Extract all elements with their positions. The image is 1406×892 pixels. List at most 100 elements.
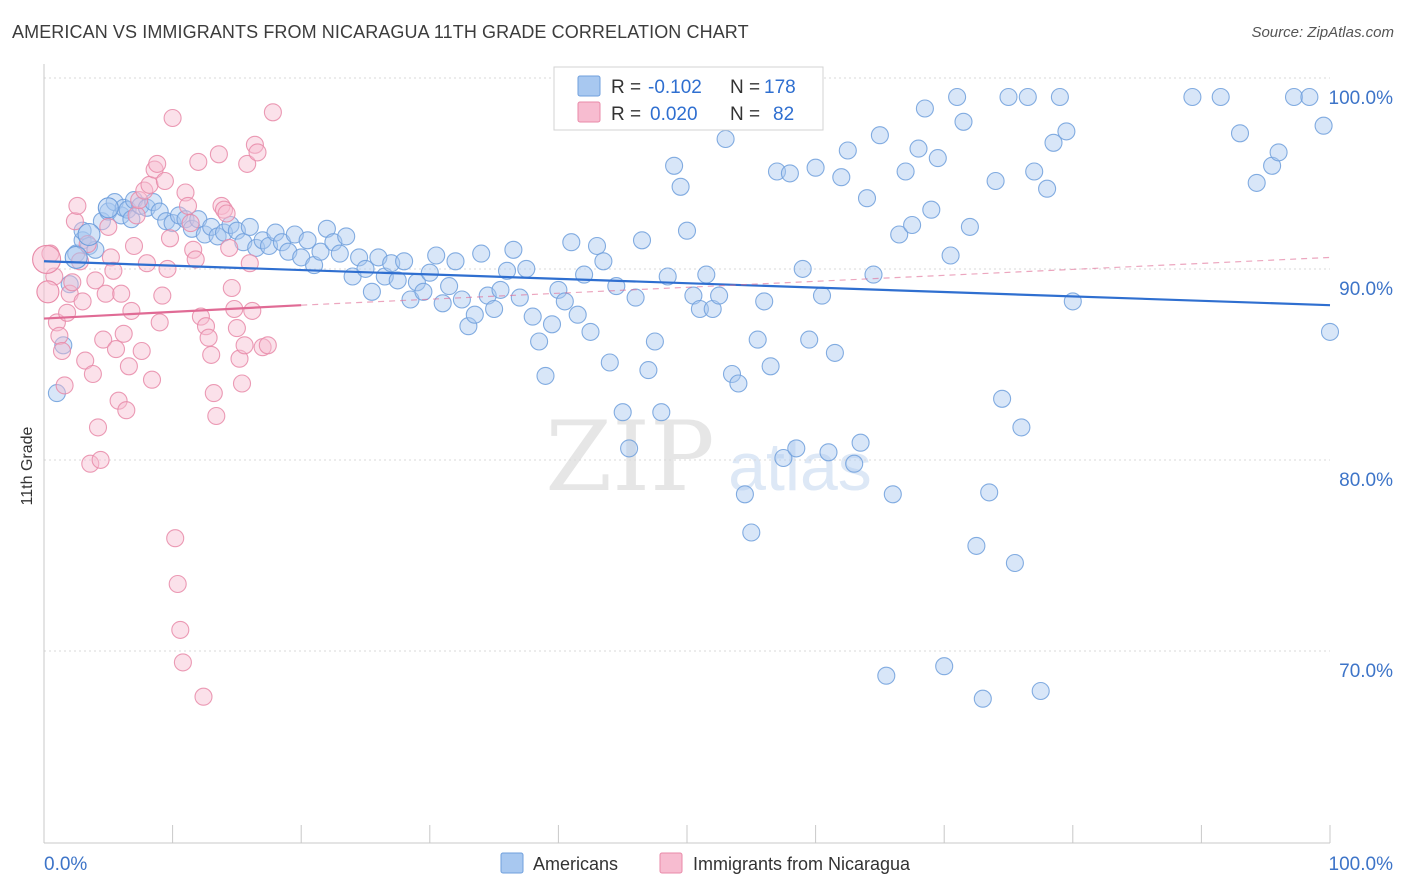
point-americans-167	[1269, 143, 1288, 162]
point-americans-117	[780, 164, 799, 183]
point-americans-82	[555, 292, 574, 311]
tick-labels: 100.0% 90.0% 80.0% 70.0% 0.0% 100.0%	[44, 88, 1393, 875]
legend-series: Americans Immigrants from Nicaragua	[500, 852, 911, 874]
point-americans-155	[1025, 162, 1044, 181]
legend-r-label-americans: R =	[611, 77, 641, 98]
point-americans-139	[922, 200, 941, 219]
point-americans-149	[986, 171, 1005, 191]
point-americans-56	[388, 271, 407, 290]
point-nicaragua-70	[222, 278, 241, 298]
point-americans-114	[761, 357, 780, 376]
point-cluster-americans-0	[64, 245, 88, 269]
legend-bottom-swatch-nicaragua	[659, 852, 683, 874]
point-nicaragua-83	[263, 103, 282, 122]
point-americans-37	[266, 223, 285, 242]
point-americans-52	[362, 282, 381, 301]
point-nicaragua-5	[55, 376, 74, 395]
point-nicaragua-62	[202, 345, 221, 364]
legend-n-value-americans: 178	[764, 77, 796, 98]
point-americans-80	[542, 315, 562, 334]
point-americans-47	[330, 244, 349, 263]
point-americans-138	[915, 99, 934, 118]
point-americans-19	[150, 202, 169, 221]
legend-n-value-nicaragua: 82	[773, 104, 794, 125]
point-americans-119	[793, 259, 812, 278]
point-americans-122	[812, 286, 832, 305]
point-nicaragua-29	[117, 401, 136, 420]
legend-r-label-nicaragua: R =	[611, 104, 641, 125]
point-americans-141	[935, 657, 954, 676]
point-americans-150	[993, 389, 1012, 408]
point-americans-94	[632, 231, 652, 250]
point-americans-137	[909, 139, 928, 158]
x-tick-label-1: 100.0%	[1329, 854, 1394, 875]
point-nicaragua-17	[86, 271, 105, 290]
point-americans-48	[337, 227, 356, 246]
point-americans-84	[568, 305, 587, 324]
point-nicaragua-24	[104, 261, 123, 280]
point-americans-146	[967, 536, 986, 555]
point-americans-144	[954, 112, 973, 131]
point-americans-109	[729, 374, 748, 393]
point-nicaragua-68	[217, 204, 236, 223]
point-americans-159	[1050, 87, 1069, 107]
point-americans-169	[1300, 87, 1319, 107]
point-americans-66	[452, 290, 471, 309]
point-americans-120	[800, 330, 819, 349]
point-americans-0	[47, 384, 66, 403]
point-nicaragua-78	[243, 301, 262, 320]
point-nicaragua-42	[150, 313, 169, 332]
point-americans-57	[395, 252, 414, 271]
point-americans-75	[510, 288, 529, 307]
point-nicaragua-47	[163, 108, 182, 128]
legend-r-value-nicaragua: 0.020	[650, 104, 698, 125]
point-americans-153	[1012, 418, 1031, 437]
point-americans-160	[1057, 122, 1076, 141]
point-americans-86	[581, 322, 600, 341]
legend-n-label-nicaragua: N =	[730, 104, 760, 125]
point-americans-91	[613, 403, 632, 422]
point-nicaragua-39	[142, 370, 162, 389]
y-axis-label: 11th Grade	[19, 426, 36, 505]
point-americans-168	[1284, 87, 1304, 107]
point-americans-73	[497, 261, 517, 280]
point-nicaragua-34	[130, 191, 149, 210]
legend-stats: R = -0.102 N = 178 R = 0.020 N = 82	[553, 66, 824, 131]
point-nicaragua-82	[258, 336, 277, 355]
trend-line-americans	[43, 260, 1331, 307]
point-nicaragua-36	[135, 181, 154, 200]
point-americans-98	[658, 267, 677, 286]
point-americans-68	[465, 305, 484, 324]
point-americans-77	[523, 307, 542, 326]
point-nicaragua-8	[63, 273, 82, 292]
point-americans-61	[420, 263, 439, 282]
data-points	[32, 87, 1340, 708]
point-nicaragua-23	[101, 248, 120, 267]
trend-line-nicaragua	[43, 304, 302, 320]
point-americans-63	[433, 294, 452, 313]
point-cluster-americans-1	[77, 222, 101, 247]
point-nicaragua-75	[235, 336, 254, 355]
legend-bottom-swatch-americans	[500, 852, 524, 874]
point-americans-62	[427, 246, 446, 265]
point-americans-81	[549, 280, 568, 299]
point-nicaragua-33	[127, 206, 146, 225]
point-americans-165	[1247, 173, 1266, 192]
point-americans-112	[748, 330, 767, 349]
point-americans-151	[999, 87, 1018, 107]
point-americans-158	[1044, 133, 1063, 152]
legend-r-value-americans: -0.102	[648, 77, 702, 98]
point-nicaragua-76	[238, 154, 257, 173]
point-americans-108	[722, 364, 742, 384]
point-americans-131	[870, 126, 889, 145]
point-americans-95	[639, 361, 658, 380]
point-americans-64	[440, 277, 459, 296]
point-americans-129	[857, 189, 877, 208]
point-nicaragua-73	[230, 349, 249, 368]
point-americans-133	[883, 485, 902, 504]
point-nicaragua-61	[199, 328, 218, 347]
point-americans-123	[819, 443, 838, 462]
point-americans-124	[825, 343, 844, 362]
point-americans-116	[774, 448, 793, 468]
